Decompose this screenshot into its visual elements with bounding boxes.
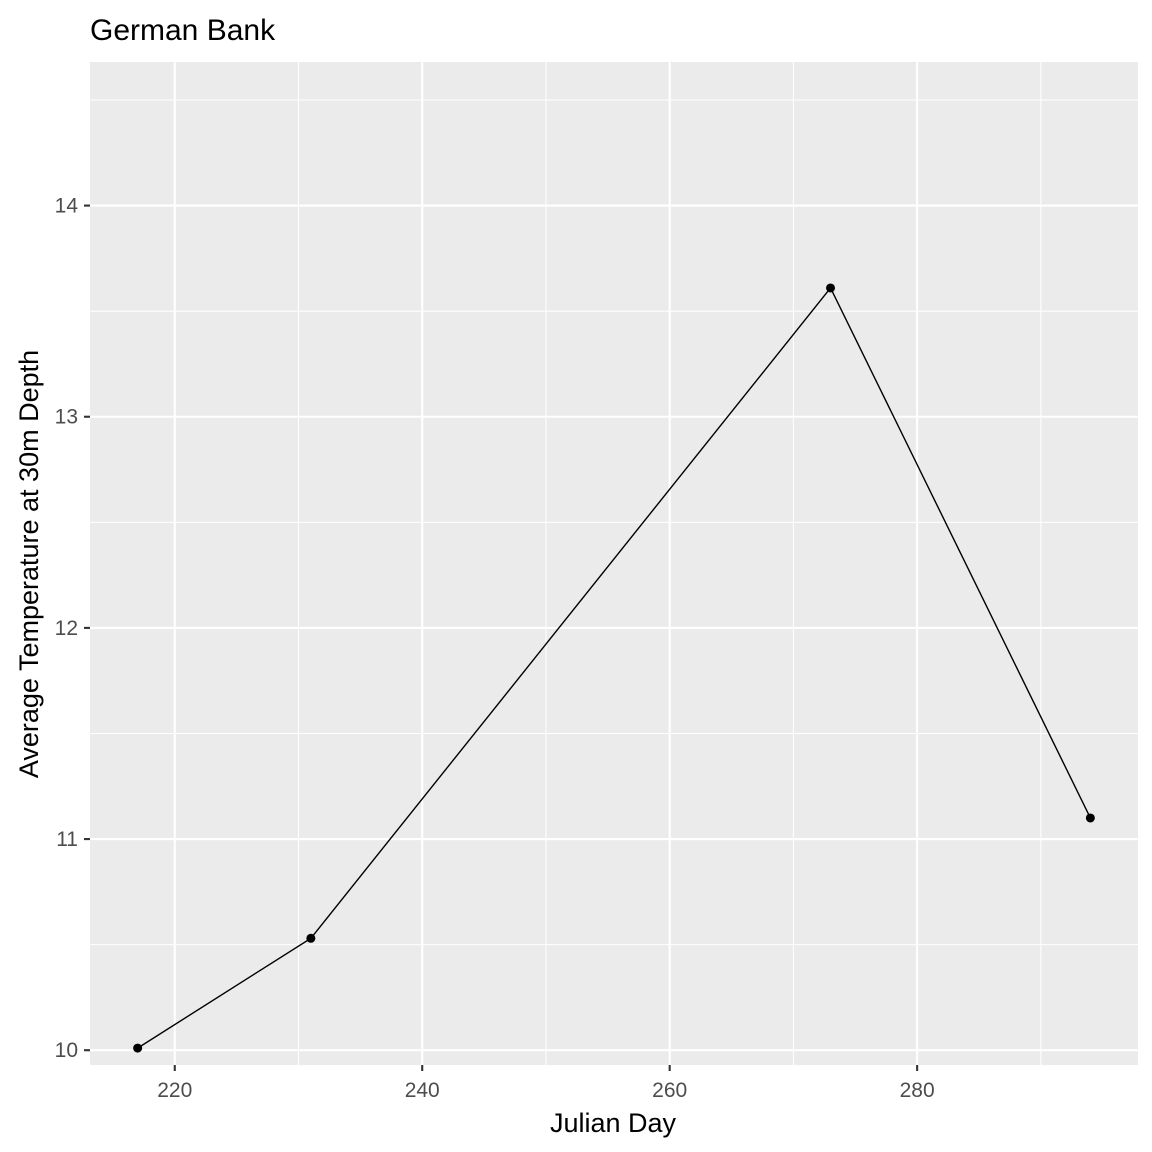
major-gridlines bbox=[90, 62, 1138, 1065]
x-tick-label: 220 bbox=[157, 1079, 192, 1102]
y-axis: 10 11 12 13 14 bbox=[55, 195, 90, 1062]
x-axis: 220 240 260 280 bbox=[157, 1065, 935, 1102]
minor-gridlines bbox=[90, 62, 1138, 1065]
chart-title: German Bank bbox=[90, 14, 276, 47]
data-point bbox=[133, 1043, 143, 1053]
data-point bbox=[306, 933, 316, 943]
x-axis-title: Julian Day bbox=[550, 1108, 677, 1138]
plot-panel bbox=[90, 62, 1138, 1065]
x-tick-label: 260 bbox=[652, 1079, 687, 1102]
y-tick-label: 10 bbox=[55, 1039, 78, 1062]
y-axis-title: Average Temperature at 30m Depth bbox=[14, 350, 44, 778]
y-tick-label: 13 bbox=[55, 406, 78, 429]
series-line bbox=[137, 286, 1091, 1049]
x-tick-label: 240 bbox=[405, 1079, 440, 1102]
y-tick-label: 14 bbox=[55, 195, 79, 218]
series-layer bbox=[133, 283, 1095, 1053]
data-point bbox=[826, 283, 836, 293]
x-tick-label: 280 bbox=[900, 1079, 935, 1102]
y-tick-label: 12 bbox=[55, 617, 78, 640]
y-tick-label: 11 bbox=[56, 828, 78, 851]
data-point bbox=[1085, 813, 1095, 823]
